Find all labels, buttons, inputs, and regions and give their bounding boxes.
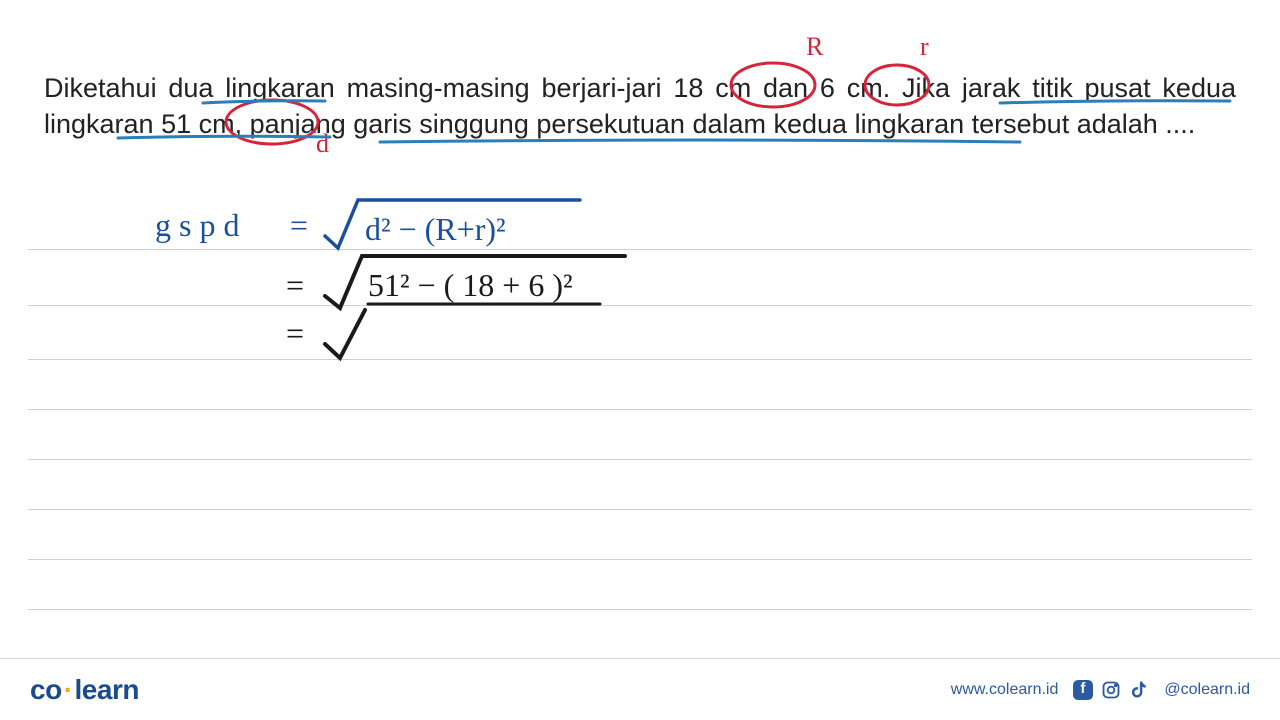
ruled-line <box>28 560 1252 610</box>
colearn-logo: co·learn <box>30 674 139 706</box>
facebook-icon <box>1072 679 1094 701</box>
ruled-line <box>28 306 1252 360</box>
radius-r-text: 6 cm <box>820 73 883 103</box>
underline-jarak: jarak titik pusat <box>962 73 1151 103</box>
ruled-line <box>28 200 1252 250</box>
footer-handle: @colearn.id <box>1164 681 1250 699</box>
logo-learn: learn <box>75 674 139 705</box>
radius-R-text: 18 cm <box>673 73 751 103</box>
tiktok-icon <box>1128 679 1150 701</box>
annotation-R-label: R <box>806 32 824 61</box>
footer-right: www.colearn.id @colearn.id <box>951 679 1250 701</box>
underline-lingkaran: lingkaran 51 cm <box>44 109 235 139</box>
problem-statement: Diketahui dua lingkaran masing-masing be… <box>44 70 1236 143</box>
problem-part1: Diketahui dua lingkaran masing-masing be… <box>44 73 673 103</box>
logo-co: co <box>30 674 62 705</box>
social-icons <box>1072 679 1150 701</box>
ruled-line <box>28 460 1252 510</box>
footer: co·learn www.colearn.id <box>0 658 1280 720</box>
footer-url: www.colearn.id <box>951 681 1059 699</box>
ruled-line <box>28 510 1252 560</box>
ruled-line <box>28 250 1252 306</box>
ruled-paper <box>28 200 1252 642</box>
underline-panjang: panjang garis singgung persekutuan dalam <box>250 109 766 139</box>
instagram-icon <box>1100 679 1122 701</box>
logo-dot: · <box>64 674 73 705</box>
ruled-line <box>28 410 1252 460</box>
annotation-r-label: r <box>920 32 929 61</box>
ruled-line <box>28 360 1252 410</box>
